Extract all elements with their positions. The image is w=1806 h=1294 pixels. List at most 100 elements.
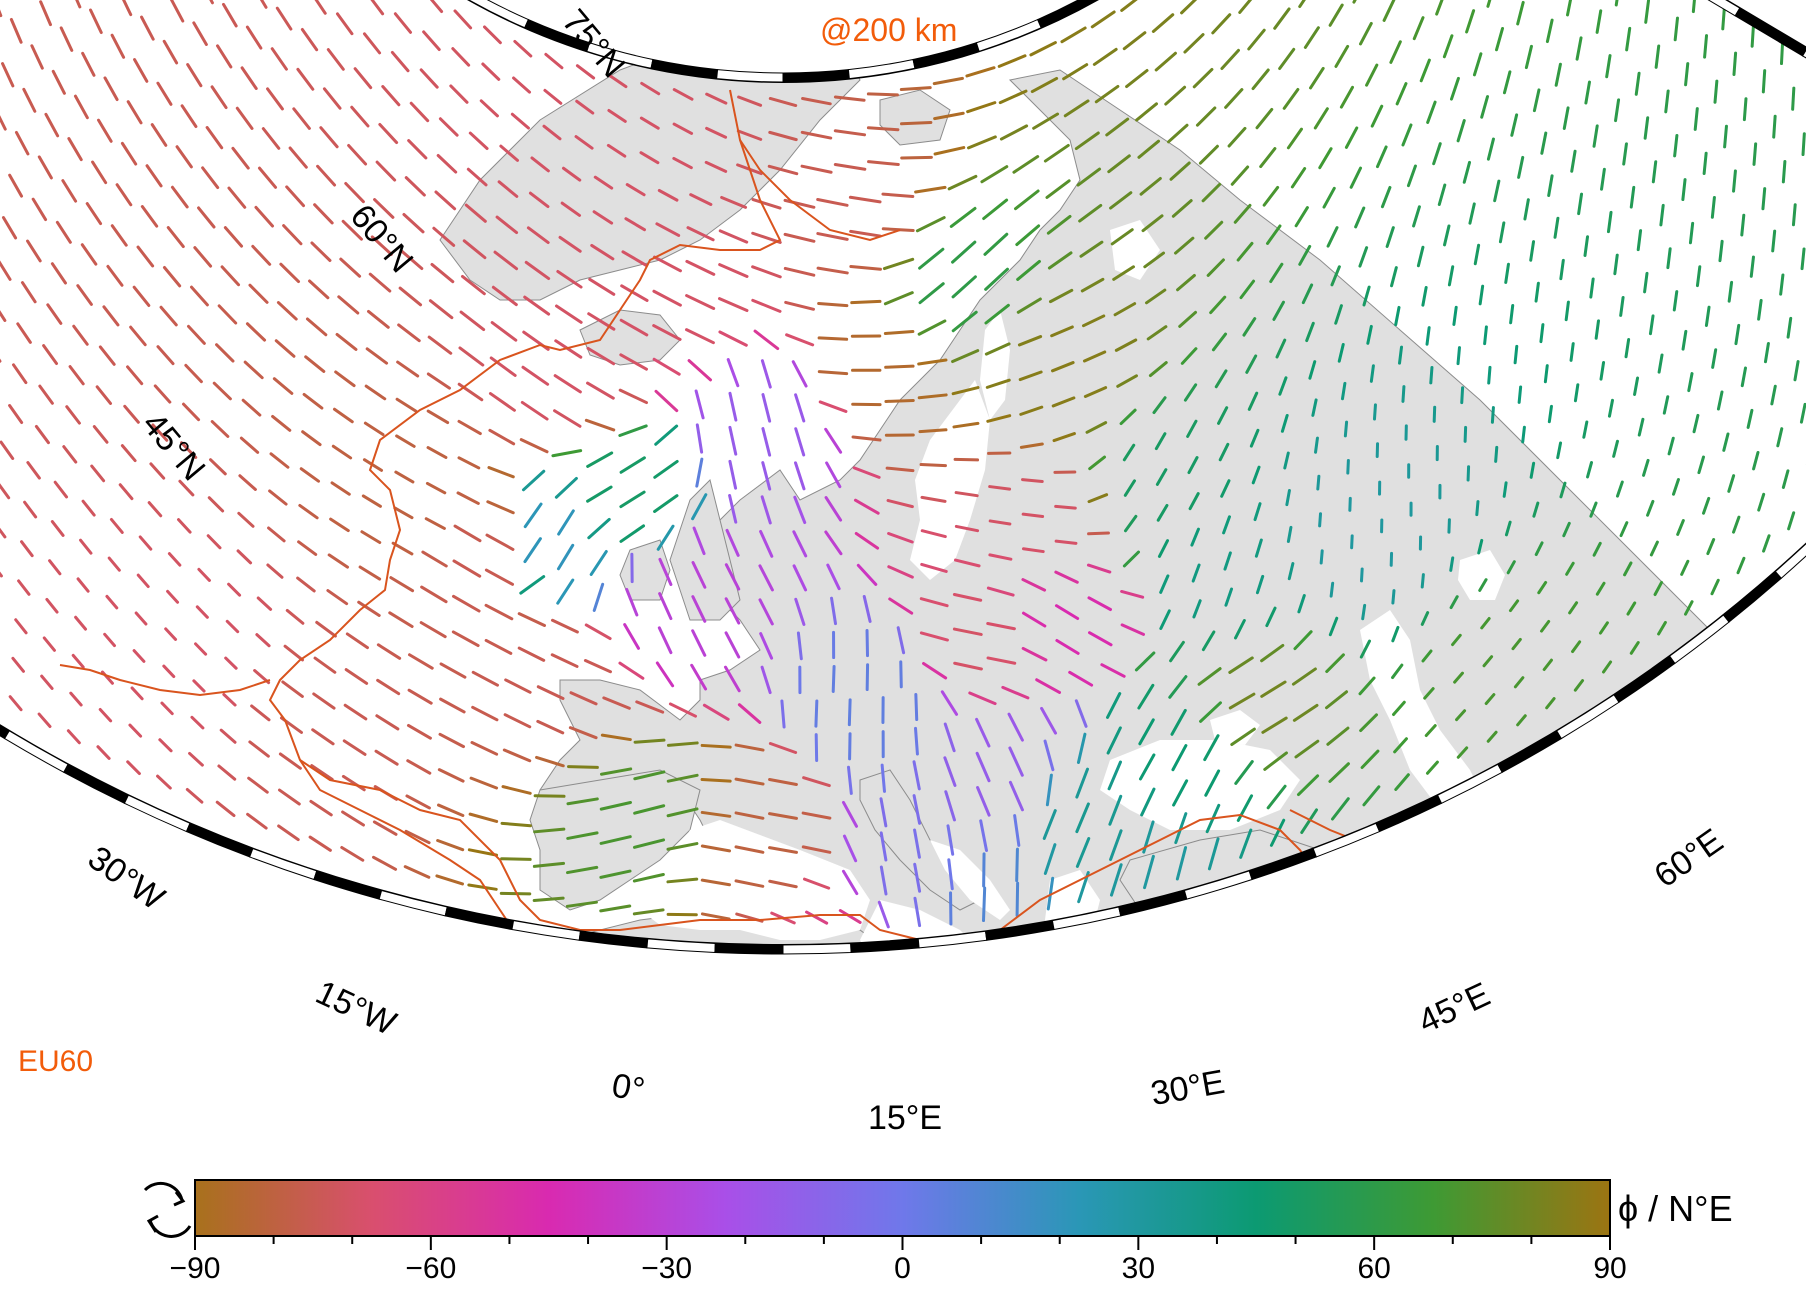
anisotropy-bar <box>1754 144 1756 165</box>
anisotropy-bar <box>535 796 564 797</box>
anisotropy-bar <box>1345 422 1346 436</box>
anisotropy-bar <box>1403 387 1404 402</box>
anisotropy-bar <box>920 430 946 432</box>
anisotropy-bar <box>902 122 931 123</box>
anisotropy-bar <box>1793 88 1794 109</box>
anisotropy-bar <box>1802 249 1804 269</box>
anisotropy-bar <box>1705 36 1707 57</box>
anisotropy-bar <box>1363 605 1365 618</box>
anisotropy-bar <box>1752 25 1753 47</box>
anisotropy-bar <box>1519 387 1520 402</box>
anisotropy-bar <box>1017 849 1018 880</box>
model-label: EU60 <box>18 1045 93 1079</box>
anisotropy-bar <box>902 157 932 158</box>
colorbar-tick-label: 30 <box>1122 1252 1155 1285</box>
anisotropy-bar <box>1723 7 1725 29</box>
anisotropy-bar <box>1704 153 1706 173</box>
anisotropy-bar <box>885 331 913 333</box>
anisotropy-bar <box>1504 483 1506 496</box>
dead-sea-transform <box>1245 880 1255 1050</box>
anisotropy-bar <box>1318 476 1319 489</box>
mediterranean-east <box>1010 945 1250 1020</box>
anisotropy-bar <box>1451 558 1453 570</box>
anisotropy-bar <box>569 767 598 768</box>
colorbar-ticks <box>195 1236 1610 1250</box>
frame-segment <box>715 943 783 954</box>
anisotropy-bar <box>852 301 880 302</box>
land-turkey-mideast <box>1120 830 1560 1070</box>
frame-segment <box>783 943 851 954</box>
anisotropy-bar <box>1541 325 1543 342</box>
anisotropy-bar <box>1515 346 1517 362</box>
anisotropy-bar <box>1352 536 1353 548</box>
anisotropy-bar <box>1489 367 1490 383</box>
anisotropy-bar <box>1427 328 1429 345</box>
anisotropy-bar <box>1431 368 1432 383</box>
anisotropy-bar <box>1393 591 1394 603</box>
anisotropy-bar <box>635 740 664 742</box>
longitude-label: 30°W <box>81 839 171 918</box>
colorbar-tick-label: 60 <box>1357 1252 1390 1285</box>
anisotropy-bar <box>1331 583 1333 596</box>
anisotropy-bar <box>1511 305 1513 322</box>
anisotropy-bar <box>819 304 847 306</box>
colorbar-tick-label: 90 <box>1593 1252 1626 1285</box>
anisotropy-bar <box>1056 506 1076 508</box>
anisotropy-bar <box>1477 502 1478 515</box>
anisotropy-bar <box>1496 447 1497 461</box>
anisotropy-bar <box>1465 427 1466 441</box>
anisotropy-bar <box>901 662 902 687</box>
anisotropy-bar <box>1783 161 1785 181</box>
anisotropy-bar <box>1400 347 1402 363</box>
longitude-label: 45°E <box>1413 975 1496 1041</box>
anisotropy-bar <box>1763 189 1765 209</box>
depth-label: @200 km <box>820 12 957 49</box>
anisotropy-bar <box>1374 405 1375 419</box>
anisotropy-bar <box>984 888 985 921</box>
anisotropy-bar <box>1462 388 1463 403</box>
anisotropy-bar <box>1348 461 1349 473</box>
anisotropy-bar <box>1523 427 1525 442</box>
anisotropy-bar <box>1361 569 1362 581</box>
anisotropy-bar <box>1017 883 1018 915</box>
anisotropy-bar <box>1715 81 1717 102</box>
cyclic-arrows-icon <box>145 1183 190 1236</box>
anisotropy-bar <box>1316 438 1318 452</box>
anisotropy-bar <box>1320 514 1321 526</box>
anisotropy-bar <box>1321 551 1322 563</box>
anisotropy-bar <box>819 372 846 374</box>
anisotropy-bar <box>1734 171 1736 191</box>
anisotropy-bar <box>502 859 531 860</box>
anisotropy-bar <box>1458 348 1459 364</box>
anisotropy-bar <box>1485 327 1487 344</box>
colorbar-title: ϕ / N°E <box>1618 1188 1733 1230</box>
longitude-label: 30°E <box>1148 1063 1228 1113</box>
anisotropy-bar <box>1468 467 1469 480</box>
anisotropy-bar <box>1744 99 1746 120</box>
longitude-label: 15°E <box>868 1099 942 1137</box>
colorbar-tick-label: −30 <box>641 1252 692 1285</box>
anisotropy-bar <box>1549 406 1551 421</box>
anisotropy-bar <box>955 459 977 460</box>
anisotropy-bar <box>1725 126 1727 147</box>
longitude-label: 0° <box>609 1066 648 1109</box>
anisotropy-bar <box>816 701 817 726</box>
anisotropy-bar <box>868 94 897 95</box>
anisotropy-bar <box>819 338 847 339</box>
anisotropy-bar <box>1422 575 1423 587</box>
colorbar-gradient <box>195 1180 1610 1236</box>
anisotropy-bar <box>1742 215 1744 235</box>
anisotropy-bar <box>916 695 917 720</box>
anisotropy-bar <box>868 128 897 130</box>
anisotropy-bar <box>901 88 930 90</box>
anisotropy-bar <box>1774 116 1775 137</box>
anisotropy-bar <box>886 400 913 401</box>
anisotropy-bar <box>702 745 730 747</box>
anisotropy-bar <box>1763 71 1764 92</box>
colorbar-tick-label: 0 <box>894 1252 911 1285</box>
anisotropy-bar <box>1803 134 1804 155</box>
anisotropy-bar <box>1492 408 1493 423</box>
anisotropy-bar <box>1781 42 1782 63</box>
